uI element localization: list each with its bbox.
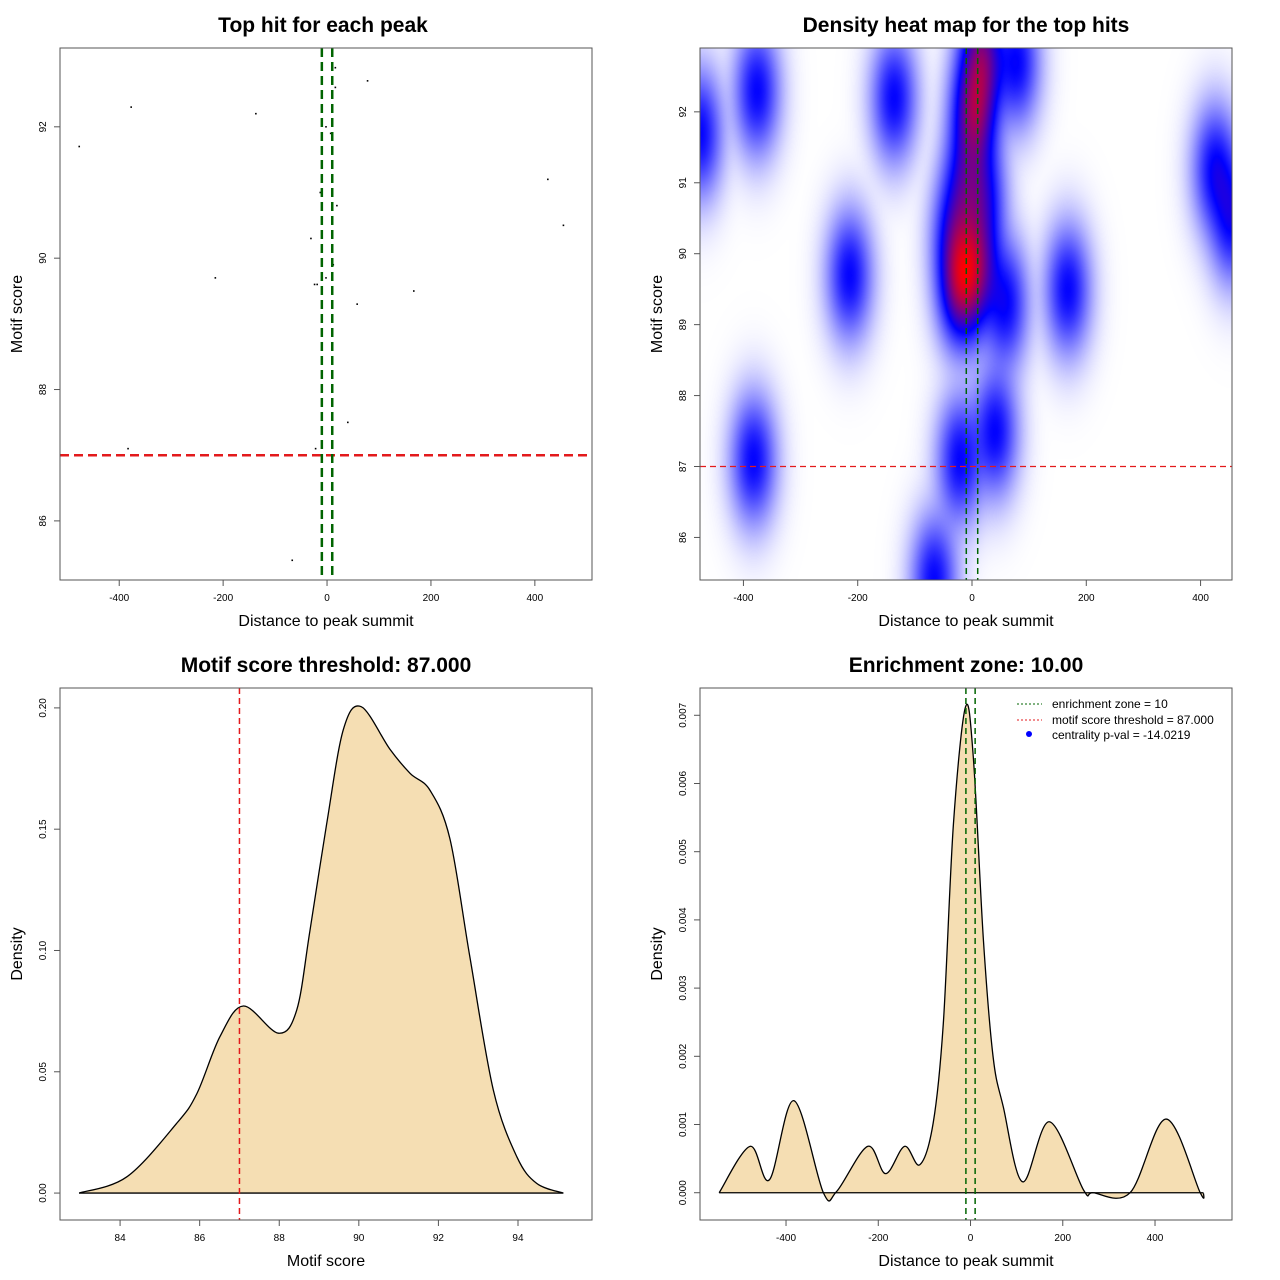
y-axis-label: Motif score xyxy=(649,275,666,353)
y-tick-label: 0.006 xyxy=(678,771,689,796)
chart-title-top-hits: Top hit for each peak xyxy=(218,14,428,37)
y-tick-label: 91 xyxy=(678,177,689,189)
y-tick-label: 0.15 xyxy=(38,819,49,839)
y-axis-label: Density xyxy=(649,927,666,980)
legend-entry: motif score threshold = 87.000 xyxy=(1052,713,1214,727)
y-tick-label: 0.20 xyxy=(38,698,49,718)
x-tick-label: 400 xyxy=(527,593,544,604)
x-tick-label: -200 xyxy=(848,593,868,604)
x-tick-label: 84 xyxy=(115,1233,127,1244)
y-tick-label: 86 xyxy=(678,531,689,543)
x-tick-label: -200 xyxy=(868,1233,888,1244)
y-tick-label: 0.000 xyxy=(678,1180,689,1205)
y-axis-label: Motif score xyxy=(9,275,26,353)
x-tick-label: 200 xyxy=(423,593,440,604)
data-point xyxy=(336,204,338,207)
y-tick-label: 0.001 xyxy=(678,1112,689,1137)
data-point xyxy=(334,86,337,89)
data-point xyxy=(78,145,81,148)
y-tick-label: 90 xyxy=(38,252,49,264)
plot-frame xyxy=(59,47,593,581)
y-tick-label: 0.10 xyxy=(38,940,49,960)
data-point xyxy=(127,447,129,450)
data-point xyxy=(313,283,316,286)
y-tick-label: 88 xyxy=(678,390,689,402)
plot-panel-2: -400 -200 0 200 400 86 87 88 89 90 91 92 xyxy=(678,47,1233,604)
y-tick-label: 0.004 xyxy=(678,907,689,932)
legend: enrichment zone = 10 motif score thresho… xyxy=(1017,697,1214,742)
y-tick-label: 0.05 xyxy=(38,1062,49,1082)
y-tick-label: 90 xyxy=(678,248,689,260)
x-tick-label: 90 xyxy=(353,1233,365,1244)
x-tick-label: -400 xyxy=(733,593,753,604)
x-tick-label: 0 xyxy=(324,593,330,604)
x-tick-label: 86 xyxy=(194,1233,206,1244)
legend-entry: centrality p-val = -14.0219 xyxy=(1052,728,1191,742)
legend-entry: enrichment zone = 10 xyxy=(1052,697,1168,711)
chart-title-enrichment: Enrichment zone: 10.00 xyxy=(849,654,1084,677)
plot-panel-4: -400 -200 0 200 400 0.000 0.001 0.002 0.003 0.004… xyxy=(678,687,1233,1244)
y-tick-label: 0.005 xyxy=(678,839,689,864)
y-tick-label: 0.007 xyxy=(678,702,689,727)
x-axis-label: Motif score xyxy=(287,1253,365,1270)
density-area xyxy=(79,705,564,1194)
x-tick-label: 200 xyxy=(1078,593,1095,604)
plot-panel-3: 84 86 88 90 92 94 0.00 0.05 0.10 0.15 0.20 xyxy=(38,687,593,1244)
data-point xyxy=(316,283,318,286)
x-tick-label: 0 xyxy=(969,593,975,604)
y-axis-label: Density xyxy=(9,927,26,980)
x-tick-label: -200 xyxy=(213,593,233,604)
data-point xyxy=(325,277,327,279)
density-curve xyxy=(78,705,564,1194)
data-point xyxy=(291,559,294,562)
x-axis-label: Distance to peak summit xyxy=(878,1253,1054,1270)
data-point xyxy=(562,224,565,227)
data-point xyxy=(356,303,358,305)
x-tick-label: 88 xyxy=(274,1233,286,1244)
plot-frame xyxy=(699,687,1233,1221)
data-point xyxy=(319,191,322,194)
y-tick-label: 88 xyxy=(38,384,49,396)
x-tick-label: -400 xyxy=(776,1233,796,1244)
data-point xyxy=(314,447,317,450)
x-tick-label: 92 xyxy=(433,1233,445,1244)
x-tick-label: -400 xyxy=(109,593,129,604)
y-tick-label: 92 xyxy=(678,106,689,118)
data-point xyxy=(130,106,132,108)
x-axis-label: Distance to peak summit xyxy=(878,613,1054,630)
data-point xyxy=(547,178,549,181)
x-tick-label: 400 xyxy=(1192,593,1209,604)
legend-swatch-pval xyxy=(1026,731,1032,737)
y-tick-label: 86 xyxy=(38,515,49,527)
plot-panel-1: -400 -200 0 200 400 86 88 90 92 xyxy=(38,47,593,604)
y-tick-label: 87 xyxy=(678,461,689,473)
data-point xyxy=(347,421,349,424)
data-point xyxy=(214,277,217,279)
y-tick-label: 92 xyxy=(38,121,49,133)
x-tick-label: 200 xyxy=(1054,1233,1071,1244)
x-tick-label: 94 xyxy=(512,1233,524,1244)
y-tick-label: 0.00 xyxy=(38,1183,49,1203)
data-point xyxy=(329,132,332,135)
density-curve xyxy=(718,703,1205,1202)
data-point xyxy=(325,126,327,128)
y-tick-label: 0.003 xyxy=(678,975,689,1000)
data-point xyxy=(334,66,337,69)
x-tick-label: 400 xyxy=(1147,1233,1164,1244)
y-tick-label: 0.002 xyxy=(678,1043,689,1068)
data-point xyxy=(310,237,312,240)
x-axis-label: Distance to peak summit xyxy=(238,613,414,630)
data-point xyxy=(366,80,369,82)
plot-frame xyxy=(699,47,1233,581)
data-point xyxy=(413,290,415,292)
data-point xyxy=(255,112,257,115)
chart-title-heatmap: Density heat map for the top hits xyxy=(803,14,1130,37)
chart-title-score-density: Motif score threshold: 87.000 xyxy=(181,654,472,677)
y-tick-label: 89 xyxy=(678,319,689,331)
plot-frame xyxy=(59,687,593,1221)
x-tick-label: 0 xyxy=(968,1233,974,1244)
density-area xyxy=(719,704,1204,1201)
